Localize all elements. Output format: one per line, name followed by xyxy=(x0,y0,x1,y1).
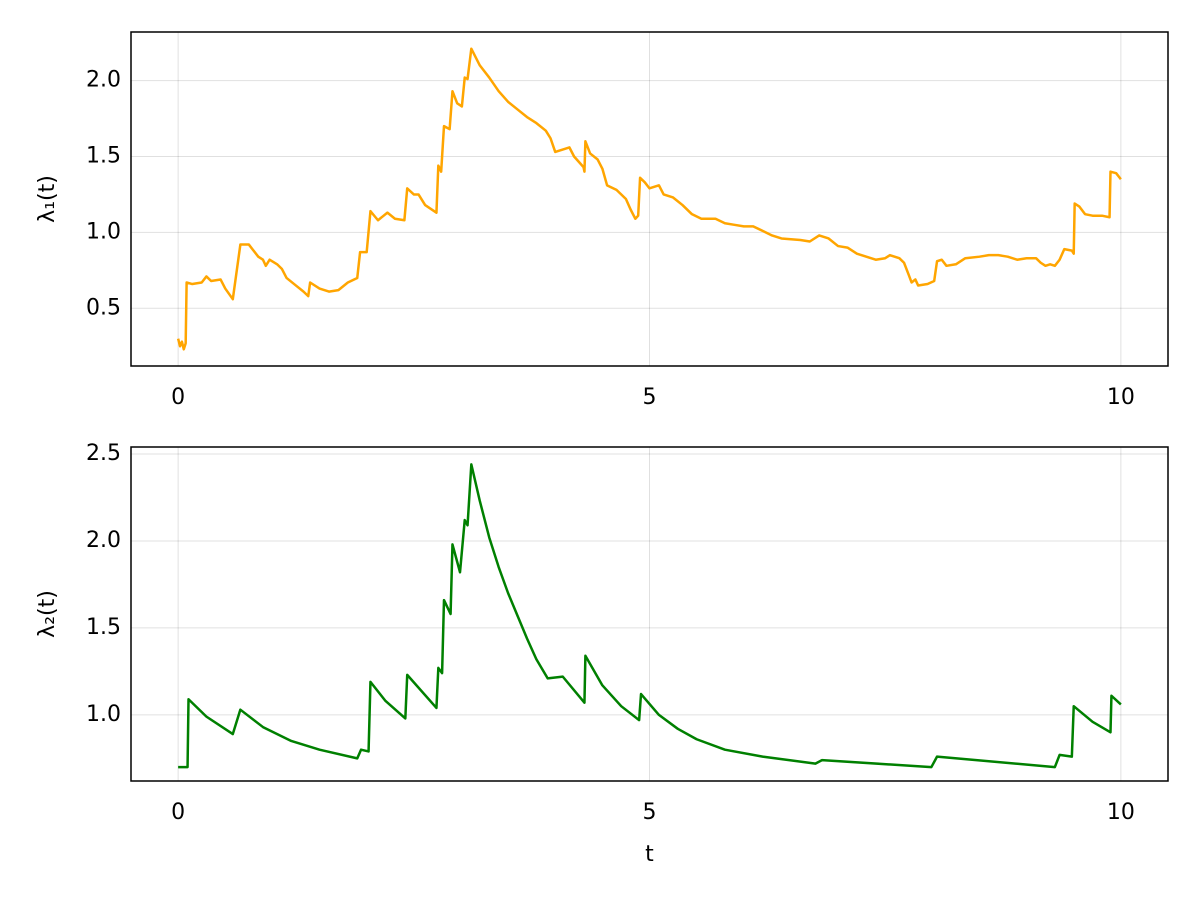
y-tick-label: 2.0 xyxy=(86,68,121,93)
x-tick-label: 0 xyxy=(171,385,185,410)
y-tick-label: 1.5 xyxy=(86,615,121,640)
panel: 0 5 10 1.0 1.5 2.0 2.5 λ₂(t) t xyxy=(35,441,1169,867)
y-tick-label: 0.5 xyxy=(86,295,121,320)
plot-frame xyxy=(130,31,1169,367)
x-tick-label: 10 xyxy=(1107,800,1135,825)
x-tick-label: 5 xyxy=(643,800,657,825)
x-tick-label: 0 xyxy=(171,800,185,825)
y-tick-label: 2.0 xyxy=(86,528,121,553)
data-line xyxy=(178,463,1122,769)
plot-frame xyxy=(130,446,1169,782)
y-axis-label: λ₂(t) xyxy=(35,590,60,638)
y-tick-label: 1.5 xyxy=(86,143,121,168)
x-tick-label: 5 xyxy=(643,385,657,410)
y-axis-label: λ₁(t) xyxy=(35,175,60,223)
y-tick-label: 1.0 xyxy=(86,219,121,244)
x-tick-label: 10 xyxy=(1107,385,1135,410)
data-line xyxy=(176,47,1122,351)
panel: 0 5 10 0.5 1.0 1.5 2.0 λ₁(t) xyxy=(35,31,1169,410)
y-tick-label: 1.0 xyxy=(86,702,121,727)
y-tick-label: 2.5 xyxy=(86,441,121,466)
x-axis-label: t xyxy=(645,842,654,867)
